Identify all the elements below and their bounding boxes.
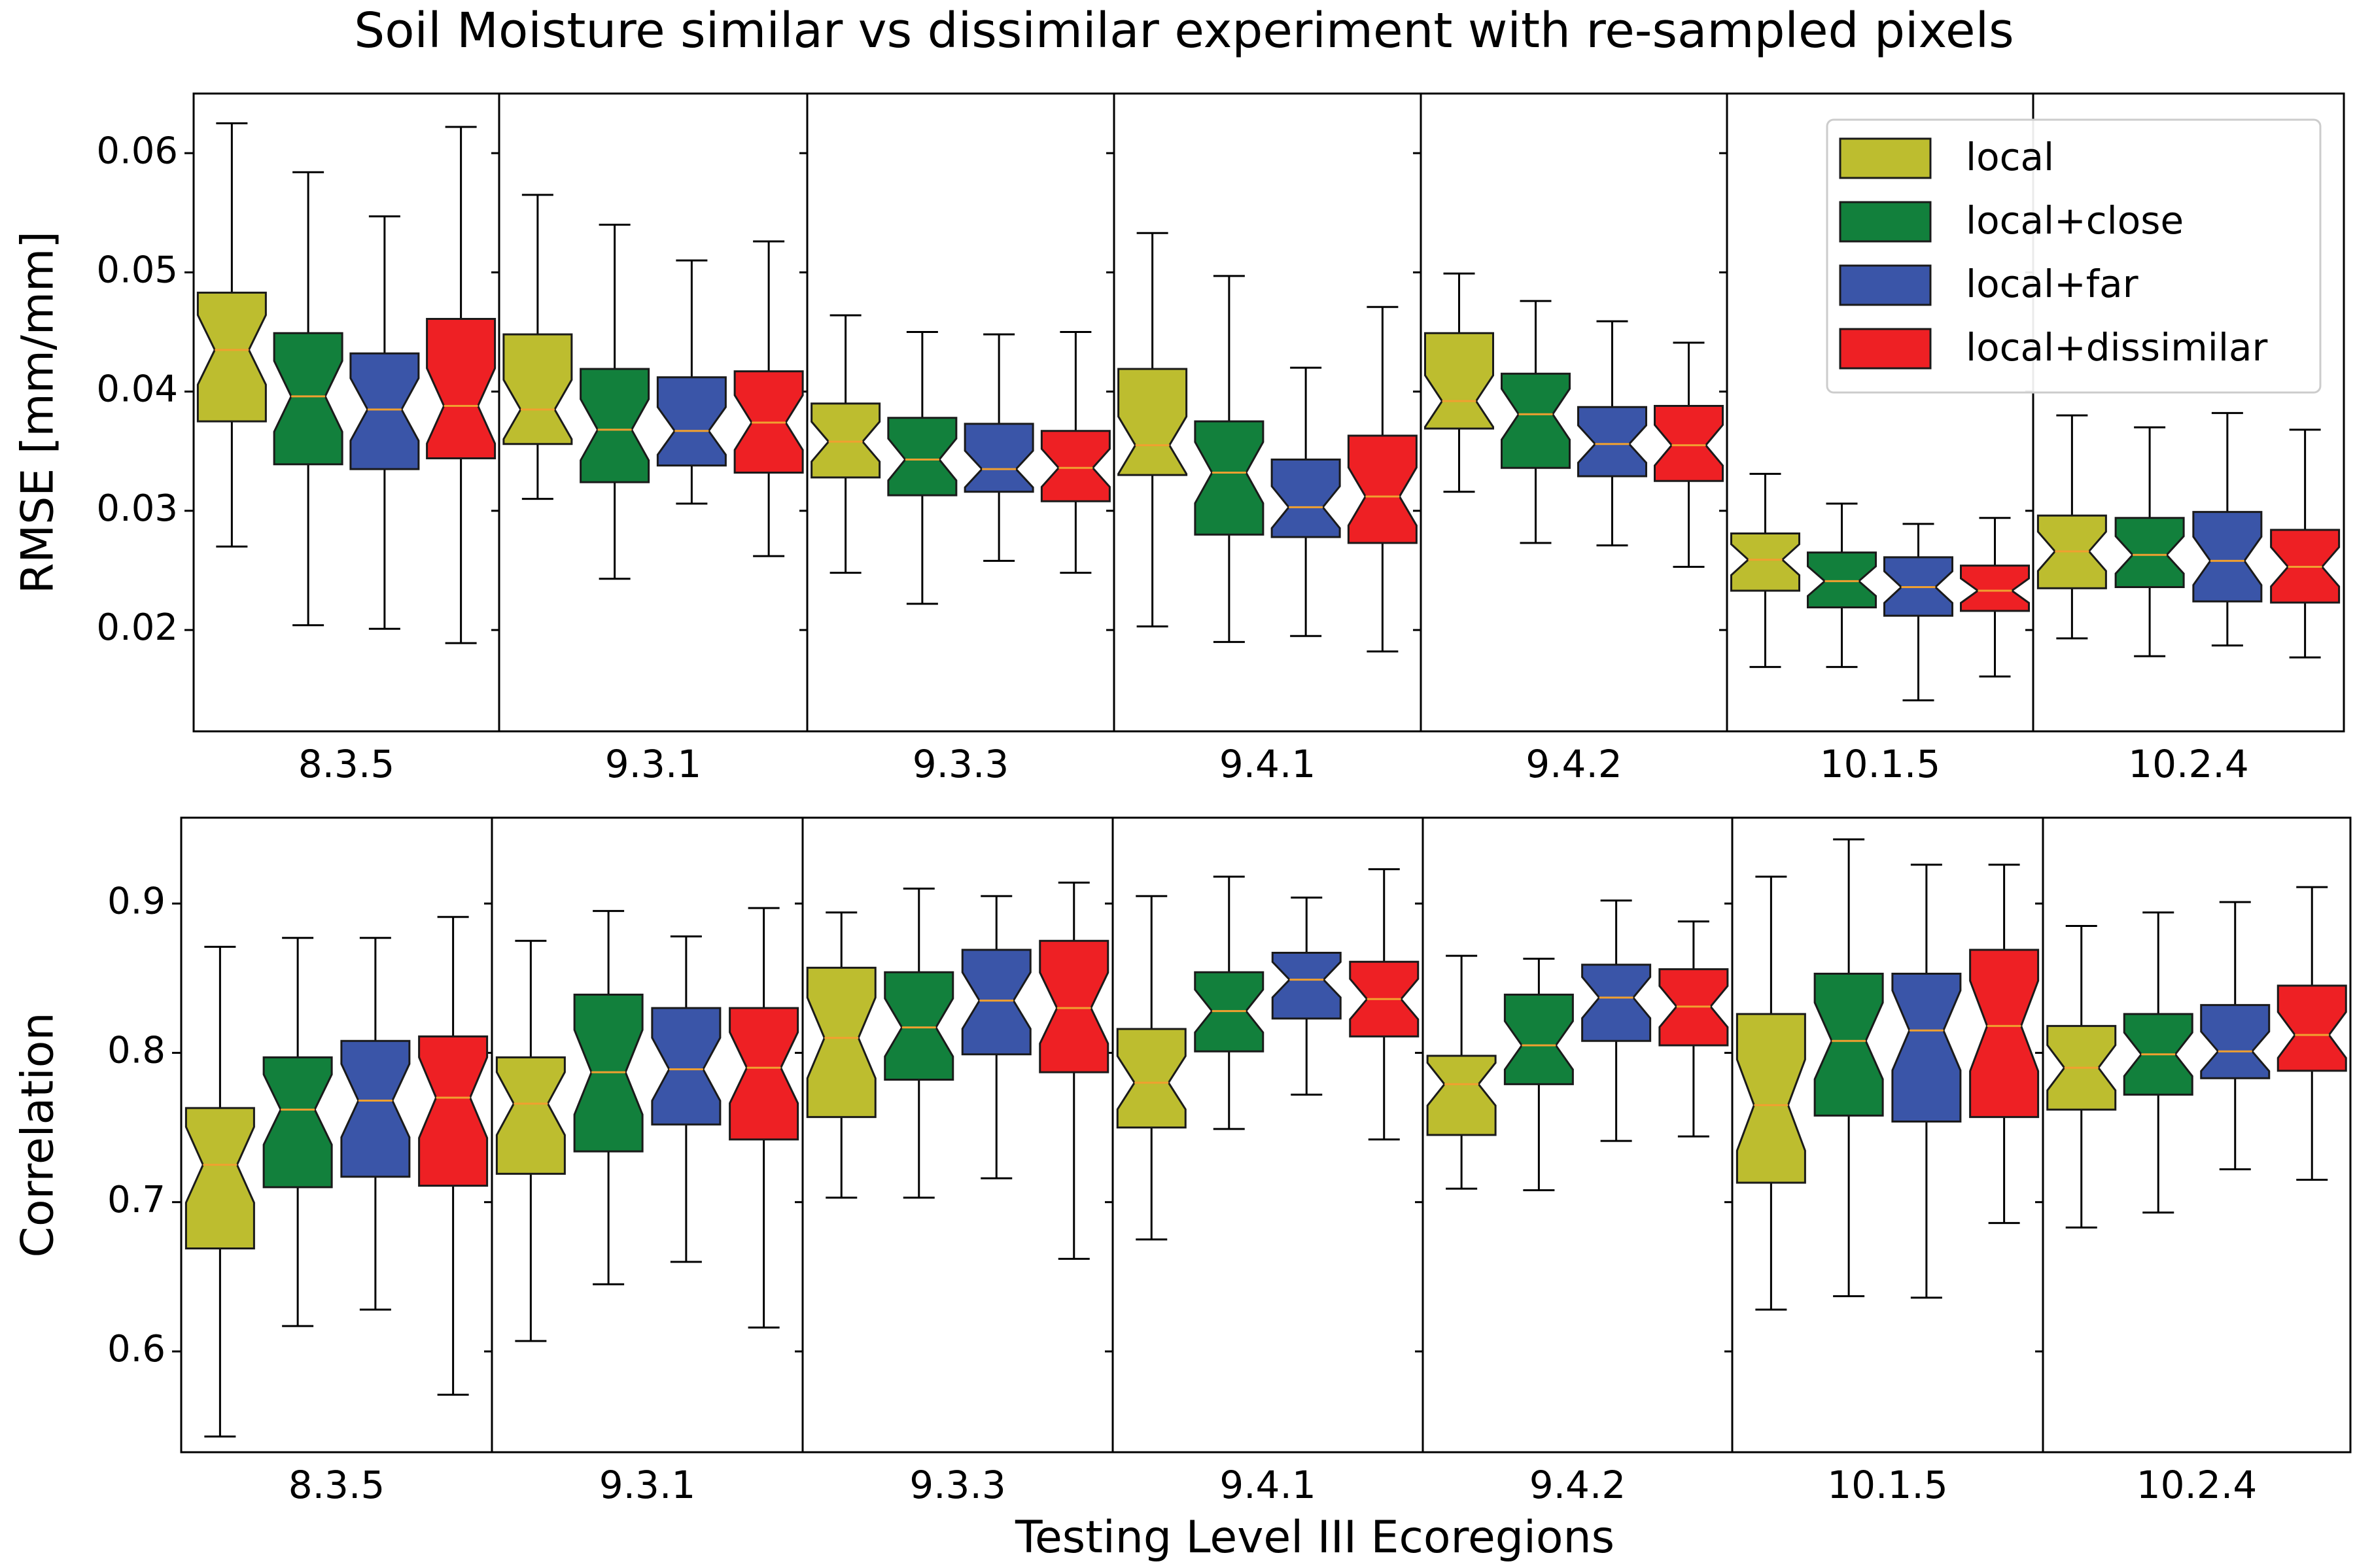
box-local-close-9-3-3: [884, 971, 954, 1081]
box-local-far-10-2-4: [2192, 511, 2263, 602]
box-local-dissimilar-10-2-4: [2276, 984, 2347, 1072]
box-local-close-9-4-2: [1503, 993, 1574, 1085]
box-local-far-9-3-3: [961, 949, 1032, 1056]
box-local-dissimilar-9-3-3: [1039, 939, 1109, 1073]
y-axis-label: RMSE [mm/mm]: [12, 231, 64, 594]
box-local-dissimilar-10-1-5: [1960, 565, 2030, 612]
box-local-9-4-1: [1117, 368, 1188, 476]
box-local-close-10-1-5: [1807, 551, 1877, 608]
box-local-close-10-2-4: [2114, 517, 2185, 588]
plot-frame: [180, 816, 2352, 1454]
y-tick-label: 0.8: [107, 1030, 166, 1072]
box-local-far-9-3-1: [656, 376, 727, 467]
category-label-9-3-3: 9.3.3: [909, 1463, 1006, 1507]
x-axis-label: Testing Level III Ecoregions: [1015, 1512, 1614, 1563]
box-local-close-9-3-1: [580, 368, 650, 483]
correlation-panel: Correlation 0.6 0.7 0.8 0.9 8.3.5 9.3.1 9.3.3 9.…: [12, 816, 2352, 1507]
figure-title: Soil Moisture similar vs dissimilar expe…: [354, 3, 2014, 59]
legend-label-local: local: [1966, 135, 2054, 179]
box-local-far-9-4-2: [1581, 964, 1652, 1042]
box-local-far-10-2-4: [2200, 1003, 2271, 1079]
category-label-8-3-5: 8.3.5: [298, 742, 395, 786]
category-label-9-4-2: 9.4.2: [1526, 742, 1622, 786]
y-tick-label: 0.6: [107, 1328, 166, 1370]
legend-frame: [1826, 118, 2322, 394]
box-local-far-8-3-5: [349, 352, 420, 470]
y-tick-label: 0.9: [107, 880, 166, 922]
box-local-dissimilar-9-3-3: [1040, 430, 1111, 502]
box-local-dissimilar-9-3-1: [729, 1007, 799, 1141]
category-label-9-3-3: 9.3.3: [913, 742, 1009, 786]
box-local-close-10-1-5: [1813, 973, 1884, 1117]
y-tick-label: 0.02: [96, 606, 178, 649]
box-local-9-3-3: [811, 402, 881, 479]
box-local-dissimilar-9-4-2: [1654, 404, 1724, 482]
box-local-10-1-5: [1736, 1013, 1806, 1184]
category-label-10-1-5: 10.1.5: [1827, 1463, 1947, 1507]
box-local-close-9-4-1: [1194, 420, 1265, 536]
legend-label-local-dissimilar: local+dissimilar: [1966, 325, 2267, 370]
box-local-far-10-1-5: [1891, 973, 1962, 1123]
box-local-close-8-3-5: [273, 332, 343, 466]
legend-swatch-local-close: [1839, 201, 1932, 243]
box-local-8-3-5: [184, 1107, 255, 1249]
box-local-far-9-4-2: [1577, 406, 1647, 478]
box-local-9-3-1: [495, 1056, 566, 1175]
box-local-10-1-5: [1730, 532, 1800, 592]
rmse-panel: RMSE [mm/mm] 0.02 0.03 0.04 0.05 0.06 8.3.5 9.3…: [12, 92, 2345, 786]
box-local-close-9-3-3: [887, 417, 958, 497]
y-tick-label: 0.05: [96, 249, 178, 292]
y-axis-label: Correlation: [12, 1013, 64, 1258]
legend-swatch-local: [1839, 137, 1932, 179]
legend-swatch-local-dissimilar: [1839, 328, 1932, 370]
category-label-9-3-1: 9.3.1: [605, 742, 702, 786]
category-label-9-4-2: 9.4.2: [1529, 1463, 1626, 1507]
box-local-9-4-2: [1424, 332, 1494, 430]
y-tick-label: 0.7: [107, 1179, 166, 1221]
box-local-dissimilar-10-1-5: [1969, 949, 2040, 1119]
box-local-dissimilar-8-3-5: [426, 317, 497, 460]
box-local-dissimilar-9-4-1: [1347, 434, 1418, 544]
box-local-far-8-3-5: [340, 1039, 411, 1178]
legend: local local+close local+far local+dissimila…: [1826, 118, 2322, 394]
box-local-far-9-4-1: [1270, 458, 1341, 538]
legend-label-local-far: local+far: [1966, 262, 2138, 306]
box-local-9-3-3: [806, 966, 877, 1119]
legend-label-local-close: local+close: [1966, 198, 2184, 243]
box-local-far-9-3-3: [964, 423, 1034, 493]
category-label-10-1-5: 10.1.5: [1820, 742, 1940, 786]
y-tick-label: 0.06: [96, 130, 178, 172]
box-local-dissimilar-8-3-5: [418, 1035, 489, 1187]
box-local-far-9-4-1: [1271, 952, 1342, 1020]
category-label-9-4-1: 9.4.1: [1219, 742, 1316, 786]
box-local-8-3-5: [196, 291, 267, 423]
legend-swatch-local-far: [1839, 264, 1932, 306]
y-tick-label: 0.03: [96, 487, 178, 530]
category-label-8-3-5: 8.3.5: [288, 1463, 385, 1507]
box-local-9-4-2: [1426, 1054, 1497, 1136]
category-label-10-2-4: 10.2.4: [2128, 742, 2248, 786]
box-local-close-9-4-2: [1501, 372, 1571, 469]
category-label-9-3-1: 9.3.1: [599, 1463, 696, 1507]
y-tick-label: 0.04: [96, 368, 178, 411]
box-local-9-3-1: [502, 333, 573, 445]
category-label-9-4-1: 9.4.1: [1219, 1463, 1316, 1507]
box-local-far-9-3-1: [651, 1007, 722, 1126]
plot-frame: [192, 92, 2345, 733]
box-local-9-4-1: [1116, 1028, 1187, 1129]
box-local-close-8-3-5: [262, 1056, 333, 1189]
category-label-10-2-4: 10.2.4: [2137, 1463, 2257, 1507]
